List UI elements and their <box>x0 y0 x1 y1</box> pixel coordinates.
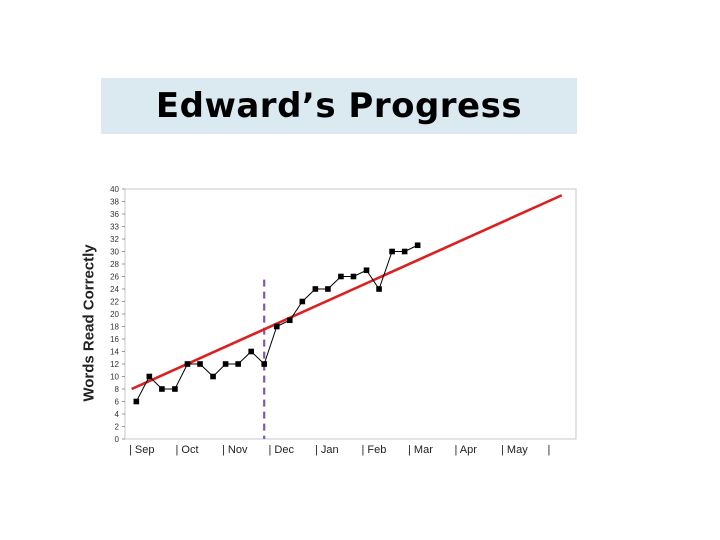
y-tick-label: 22 <box>110 298 119 307</box>
y-tick-label: 6 <box>115 398 120 407</box>
x-tick-label: | Apr <box>455 444 478 456</box>
y-tick-label: 2 <box>115 423 120 432</box>
y-tick-label: 24 <box>110 285 119 294</box>
x-tick-label: | Oct <box>176 444 199 456</box>
y-tick-label: 30 <box>110 248 119 257</box>
data-point <box>248 348 254 355</box>
y-tick-label: 14 <box>110 348 119 357</box>
data-point <box>159 386 165 392</box>
data-series <box>133 242 421 405</box>
x-axis-ticks: | Sep | Oct | Nov | Dec | Jan | Feb | Mar | Apr… <box>129 444 550 456</box>
data-point <box>401 248 408 255</box>
x-tick-label: | May <box>501 444 528 456</box>
x-tick-label: | Nov <box>222 444 248 456</box>
y-tick-label: 0 <box>115 435 120 444</box>
x-tick-label: | Feb <box>362 444 387 456</box>
data-point <box>325 286 331 292</box>
x-tick-label: | Sep <box>129 444 155 456</box>
data-point <box>376 286 382 292</box>
x-tick-label: | Jan <box>315 444 339 456</box>
data-point <box>312 286 319 292</box>
plot-area <box>124 188 577 440</box>
data-point <box>389 248 395 255</box>
y-tick-label: 18 <box>110 323 119 332</box>
x-tick-label: | Dec <box>269 444 295 456</box>
y-tick-label: 33 <box>110 223 119 232</box>
data-point <box>286 317 293 324</box>
data-point <box>299 298 306 305</box>
chart-title: Edward’s Progress <box>155 86 523 126</box>
y-tick-label: 4 <box>115 410 120 419</box>
data-point <box>235 361 241 367</box>
data-point <box>146 373 153 380</box>
y-tick-label: 26 <box>110 273 119 282</box>
data-point <box>210 373 216 380</box>
data-point <box>273 323 280 330</box>
y-tick-label: 10 <box>110 373 119 382</box>
data-point <box>261 361 267 367</box>
y-tick-label: 36 <box>110 210 119 219</box>
y-tick-label: 28 <box>110 260 119 269</box>
data-point <box>184 361 191 367</box>
y-tick-label: 38 <box>110 198 119 207</box>
data-point <box>222 361 229 367</box>
y-tick-label: 8 <box>115 385 120 394</box>
data-point <box>172 386 178 392</box>
data-point <box>414 242 421 249</box>
data-point <box>338 273 344 280</box>
y-tick-label: 32 <box>110 235 119 244</box>
title-banner: Edward’s Progress <box>101 78 577 134</box>
y-tick-label: 20 <box>110 310 119 319</box>
trend-line <box>131 194 563 391</box>
y-tick-label: 16 <box>110 335 119 344</box>
y-tick-label: 12 <box>110 360 119 369</box>
chart-overlays <box>131 194 563 439</box>
x-tick-label: | Mar <box>408 444 433 456</box>
data-point <box>350 273 357 280</box>
y-tick-label: 40 <box>110 185 119 194</box>
data-point <box>363 267 370 274</box>
x-tick-label: | <box>548 444 551 456</box>
data-point <box>133 398 140 405</box>
data-point <box>197 361 203 367</box>
